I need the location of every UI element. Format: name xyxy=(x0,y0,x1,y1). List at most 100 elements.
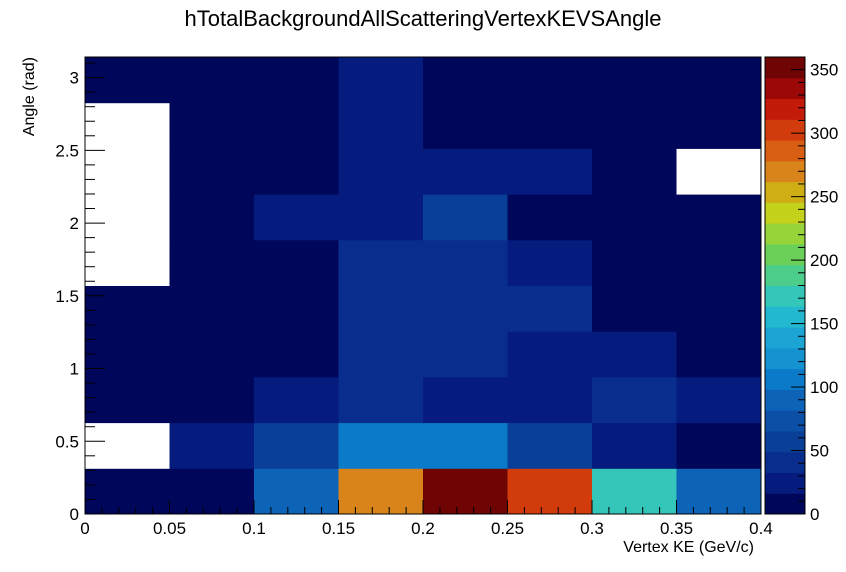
heatmap-cell xyxy=(338,148,424,195)
y-tick-label: 3 xyxy=(70,69,79,88)
heatmap-cell xyxy=(85,468,170,515)
color-bar-swatch xyxy=(765,77,805,100)
color-bar-swatch xyxy=(765,430,805,453)
color-bar-swatch xyxy=(765,140,805,162)
heatmap-cell xyxy=(592,468,677,515)
heatmap-cell xyxy=(85,102,170,149)
color-bar-swatch xyxy=(765,410,805,432)
heatmap-cell xyxy=(507,468,593,515)
heatmap-cell xyxy=(423,376,508,424)
heatmap-cell xyxy=(592,422,677,469)
color-bar-swatch xyxy=(765,119,805,141)
x-tick-label: 0.1 xyxy=(242,519,266,538)
color-bar-swatch xyxy=(765,160,805,183)
heatmap-cell xyxy=(423,57,508,104)
heatmap-cell xyxy=(85,331,170,378)
heatmap-cell xyxy=(254,148,339,195)
heatmap-cell xyxy=(592,376,677,424)
heatmap-cell xyxy=(85,194,170,241)
colorbar-tick-label: 300 xyxy=(810,124,838,143)
x-tick-label: 0.05 xyxy=(153,519,186,538)
colorbar-tick-label: 0 xyxy=(810,505,819,524)
color-bar-swatch xyxy=(765,264,805,286)
heatmap-cell xyxy=(507,194,593,241)
colorbar-tick-label: 150 xyxy=(810,315,838,334)
heatmap-cell xyxy=(507,102,593,149)
heatmap-cell xyxy=(338,194,424,241)
heatmap-cell xyxy=(676,102,762,149)
heatmap-cell xyxy=(507,239,593,286)
heatmap-cell xyxy=(169,57,255,104)
colorbar-tick-label: 100 xyxy=(810,378,838,397)
y-tick-label: 2 xyxy=(70,214,79,233)
heatmap-cell xyxy=(254,331,339,378)
heatmap-cell xyxy=(254,194,339,241)
heatmap-cell xyxy=(254,102,339,149)
heatmap-cell xyxy=(338,468,424,515)
chart-title: hTotalBackgroundAllScatteringVertexKEVSA… xyxy=(184,6,662,31)
x-axis: 0 0.05 0.1 0.15 0.2 0.25 0.3 0.35 0.4 xyxy=(80,500,773,538)
heatmap-cell xyxy=(423,468,508,515)
color-bar-swatch xyxy=(765,181,805,203)
heatmap-cell xyxy=(592,285,677,332)
color-bar-axis: 0 50 100 150 200 250 300 350 xyxy=(791,56,838,524)
heatmap-cell xyxy=(169,376,255,424)
color-bar xyxy=(765,57,805,515)
heatmap-cell xyxy=(254,239,339,286)
color-bar-swatch xyxy=(765,285,805,307)
heatmap-cell xyxy=(423,422,508,469)
heatmap-cell xyxy=(507,148,593,195)
heatmap-cell xyxy=(169,331,255,378)
heatmap-cell xyxy=(169,422,255,469)
heatmap-cell xyxy=(169,102,255,149)
heatmap-cell xyxy=(85,376,170,424)
heatmap-cell xyxy=(676,376,762,424)
heatmap-cell xyxy=(676,57,762,104)
heatmap-cell xyxy=(338,376,424,424)
heatmap-cell xyxy=(338,422,424,469)
x-axis-title: Vertex KE (GeV/c) xyxy=(623,539,754,556)
heatmap-cell xyxy=(338,331,424,378)
color-bar-swatch xyxy=(765,389,805,411)
heatmap-cell xyxy=(676,331,762,378)
heatmap-cell xyxy=(507,376,593,424)
heatmap-cell xyxy=(169,285,255,332)
colorbar-tick-label: 200 xyxy=(810,251,838,270)
heatmap-cell xyxy=(676,148,762,195)
heatmap-cells xyxy=(85,57,762,515)
color-bar-swatch xyxy=(765,472,805,494)
heatmap-cell xyxy=(423,102,508,149)
color-bar-swatch xyxy=(765,98,805,120)
heatmap-cell xyxy=(676,194,762,241)
heatmap-cell xyxy=(423,239,508,286)
heatmap-cell xyxy=(507,57,593,104)
y-tick-label: 1 xyxy=(70,360,79,379)
heatmap-cell xyxy=(85,422,170,469)
heatmap-cell xyxy=(507,285,593,332)
heatmap-cell xyxy=(338,102,424,149)
heatmap-cell xyxy=(592,102,677,149)
heatmap-cell xyxy=(423,285,508,332)
x-tick-label: 0.15 xyxy=(322,519,355,538)
heatmap-cell xyxy=(85,148,170,195)
heatmap-cell xyxy=(254,376,339,424)
color-bar-swatch xyxy=(765,327,805,349)
heatmap-cell xyxy=(169,148,255,195)
heatmap-cell xyxy=(254,57,339,104)
x-tick-label: 0.25 xyxy=(491,519,524,538)
heatmap-cell xyxy=(592,194,677,241)
color-bar-swatch xyxy=(765,493,805,515)
heatmap-cell xyxy=(592,57,677,104)
y-tick-label: 0 xyxy=(70,505,79,524)
x-tick-label: 0.3 xyxy=(580,519,604,538)
y-tick-label: 2.5 xyxy=(55,141,79,160)
colorbar-tick-label: 350 xyxy=(810,61,838,80)
x-tick-label: 0 xyxy=(80,519,89,538)
heatmap-cell xyxy=(338,239,424,286)
color-bar-swatch xyxy=(765,368,805,390)
heatmap-cell xyxy=(592,331,677,378)
colorbar-tick-label: 250 xyxy=(810,188,838,207)
heatmap-cell xyxy=(592,148,677,195)
heatmap-cell xyxy=(676,285,762,332)
y-axis: 0 0.5 1 1.5 2 2.5 3 xyxy=(55,62,105,524)
